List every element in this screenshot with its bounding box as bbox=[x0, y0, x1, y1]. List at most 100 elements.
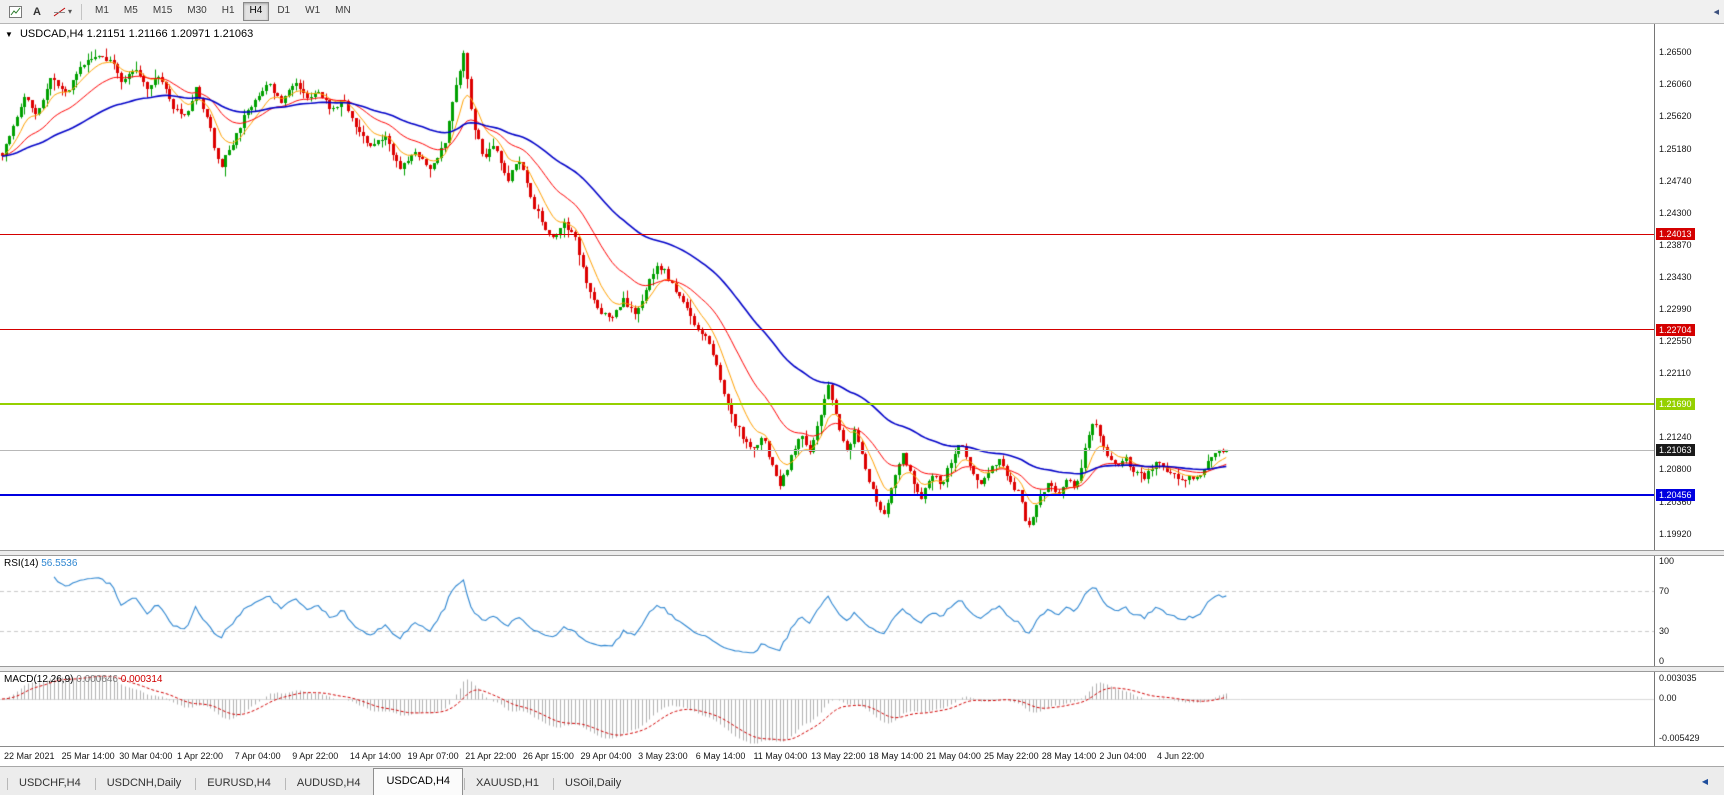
time-axis-label: 1 Apr 22:00 bbox=[176, 751, 223, 761]
time-axis-label: 13 May 22:00 bbox=[811, 751, 866, 761]
collapse-arrow-icon[interactable]: ▼ bbox=[5, 30, 13, 39]
price-axis-label: 1.23430 bbox=[1659, 272, 1692, 282]
time-axis-label: 22 Mar 2021 bbox=[4, 751, 55, 761]
timeframe-button-mn[interactable]: MN bbox=[335, 5, 351, 16]
rsi-axis-label: 70 bbox=[1659, 586, 1670, 596]
top-toolbar: A ▾ M1 M5 M15 M30 H1 H4 D1 W1 MN ◀ bbox=[0, 0, 1724, 24]
time-axis-label: 28 May 14:00 bbox=[1041, 751, 1097, 761]
price-axis-label: 1.25180 bbox=[1659, 144, 1692, 154]
macd-axis-label: 0.003035 bbox=[1659, 673, 1697, 683]
macd-header: MACD(12,26,9) 0.000646 0.000314 bbox=[4, 674, 162, 685]
rsi-axis-label: 100 bbox=[1659, 556, 1675, 566]
bid-price-line bbox=[0, 450, 1654, 451]
chart-title: ▼ USDCAD,H4 1.21151 1.21166 1.20971 1.21… bbox=[5, 28, 253, 40]
time-axis-label: 2 Jun 04:00 bbox=[1099, 751, 1147, 761]
time-axis-label: 9 Apr 22:00 bbox=[292, 751, 339, 761]
dropdown-caret-icon[interactable]: ▾ bbox=[68, 7, 73, 16]
timeframe-button-h1[interactable]: H1 bbox=[221, 5, 235, 16]
time-axis-label: 3 May 23:00 bbox=[638, 751, 688, 761]
rsi-axis[interactable]: 100 70 30 0 bbox=[1654, 556, 1724, 666]
time-axis-label: 25 Mar 14:00 bbox=[61, 751, 115, 761]
macd-axis-label: -0.005429 bbox=[1659, 733, 1700, 743]
macd-main-value: 0.000646 bbox=[76, 674, 118, 685]
price-axis-label: 1.26060 bbox=[1659, 79, 1692, 89]
macd-panel[interactable]: MACD(12,26,9) 0.000646 0.000314 0.003035… bbox=[0, 672, 1724, 746]
chart-tab-xauusd[interactable]: XAUUSD,H1 bbox=[463, 772, 552, 795]
timeframe-group: M1 M5 M15 M30 H1 H4 D1 W1 MN bbox=[88, 2, 359, 21]
toolbar-separator bbox=[81, 3, 83, 20]
support-line-blue[interactable] bbox=[0, 494, 1654, 496]
support-line-blue-price-label: 1.20456 bbox=[1656, 489, 1695, 501]
text-tool-button[interactable]: A bbox=[26, 3, 48, 21]
chart-tab-usdcnh[interactable]: USDCNH,Daily bbox=[94, 772, 195, 795]
timeframe-button-w1[interactable]: W1 bbox=[305, 5, 321, 16]
price-axis-label: 1.22990 bbox=[1659, 304, 1692, 314]
rsi-label: RSI(14) bbox=[4, 558, 39, 569]
timeframe-button-h4[interactable]: H4 bbox=[242, 2, 270, 21]
timeframe-button-m5[interactable]: M5 bbox=[123, 5, 138, 16]
toolbar-overflow-arrow[interactable]: ◀ bbox=[1713, 9, 1719, 16]
time-axis-label: 21 Apr 22:00 bbox=[465, 751, 517, 761]
macd-signal-value: 0.000314 bbox=[120, 674, 163, 685]
time-axis-label: 6 May 14:00 bbox=[695, 751, 746, 761]
rsi-value: 56.5536 bbox=[41, 558, 78, 569]
macd-label: MACD(12,26,9) bbox=[4, 674, 74, 685]
chart-tab-eurusd[interactable]: EURUSD,H4 bbox=[194, 772, 284, 795]
timeframe-button-m30[interactable]: M30 bbox=[187, 5, 207, 16]
price-axis-label: 1.22110 bbox=[1659, 368, 1691, 378]
timeframe-button-m15[interactable]: M15 bbox=[152, 5, 173, 16]
price-axis-label: 1.26500 bbox=[1659, 47, 1692, 57]
panel-splitter[interactable] bbox=[0, 550, 1724, 556]
price-axis-label: 1.19920 bbox=[1659, 529, 1692, 539]
timeframe-button-m1[interactable]: M1 bbox=[95, 5, 109, 16]
time-axis-label: 29 Apr 04:00 bbox=[580, 751, 632, 761]
price-axis-label: 1.20360 bbox=[1659, 497, 1692, 507]
time-axis-label: 4 Jun 22:00 bbox=[1157, 751, 1205, 761]
pivot-line-green-price-label: 1.21690 bbox=[1656, 398, 1695, 410]
time-axis-label: 11 May 04:00 bbox=[753, 751, 808, 761]
time-axis-label: 19 Apr 07:00 bbox=[407, 751, 459, 761]
price-axis-label: 1.21240 bbox=[1659, 432, 1692, 442]
chart-tabs-bar: USDCHF,H4 USDCNH,Daily EURUSD,H4 AUDUSD,H4 U… bbox=[0, 766, 1724, 795]
new-chart-button[interactable] bbox=[4, 3, 26, 21]
main-chart-panel[interactable]: ▼ USDCAD,H4 1.21151 1.21166 1.20971 1.21… bbox=[0, 24, 1724, 550]
chart-tab-usoil[interactable]: USOil,Daily bbox=[552, 772, 634, 795]
chart-tab-usdcad[interactable]: USDCAD,H4 bbox=[373, 768, 464, 795]
rsi-axis-label: 0 bbox=[1659, 656, 1665, 666]
time-axis-label: 14 Apr 14:00 bbox=[349, 751, 401, 761]
new-chart-icon bbox=[8, 5, 22, 18]
timeframe-button-d1[interactable]: D1 bbox=[277, 5, 291, 16]
rsi-canvas[interactable] bbox=[0, 556, 1654, 666]
chart-title-text: USDCAD,H4 1.21151 1.21166 1.20971 1.2106… bbox=[19, 28, 254, 40]
chart-tab-audusd[interactable]: AUDUSD,H4 bbox=[284, 772, 374, 795]
price-chart-canvas[interactable] bbox=[0, 24, 1654, 550]
pivot-line-green[interactable] bbox=[0, 403, 1654, 405]
price-axis-label: 1.23870 bbox=[1659, 240, 1692, 250]
time-axis-label: 21 May 04:00 bbox=[926, 751, 981, 761]
text-tool-icon: A bbox=[33, 5, 41, 18]
time-axis-label: 18 May 14:00 bbox=[868, 751, 924, 761]
macd-canvas[interactable] bbox=[0, 672, 1654, 746]
bid-price-badge: 1.21063 bbox=[1656, 444, 1695, 456]
price-axis-label: 1.24300 bbox=[1659, 208, 1692, 218]
time-axis-label: 30 Mar 04:00 bbox=[119, 751, 173, 761]
time-axis[interactable]: 22 Mar 2021 25 Mar 14:00 30 Mar 04:00 1 Apr… bbox=[0, 746, 1724, 766]
tab-scroll-arrow[interactable]: ◀ bbox=[1701, 777, 1708, 786]
chart-tab-usdchf[interactable]: USDCHF,H4 bbox=[6, 772, 94, 795]
time-axis-label: 25 May 22:00 bbox=[984, 751, 1039, 761]
price-axis-label: 1.20800 bbox=[1659, 464, 1692, 474]
price-axis-label: 1.24740 bbox=[1659, 176, 1692, 186]
resistance-line-upper[interactable] bbox=[0, 234, 1654, 235]
line-tools-button[interactable] bbox=[48, 3, 70, 21]
resistance-line-lower-price-label: 1.22704 bbox=[1656, 324, 1695, 336]
price-axis-label: 1.25620 bbox=[1659, 111, 1692, 121]
panel-splitter[interactable] bbox=[0, 666, 1724, 672]
price-axis-label: 1.22550 bbox=[1659, 336, 1692, 346]
resistance-line-lower[interactable] bbox=[0, 329, 1654, 330]
rsi-panel[interactable]: RSI(14) 56.5536 100 70 30 0 bbox=[0, 556, 1724, 666]
price-axis[interactable]: 1.26500 1.26060 1.25620 1.25180 1.24740 1.243… bbox=[1654, 24, 1724, 550]
trendline-icon bbox=[53, 7, 65, 16]
time-axis-label: 7 Apr 04:00 bbox=[234, 751, 281, 761]
macd-axis[interactable]: 0.003035 0.00 -0.005429 bbox=[1654, 672, 1724, 746]
